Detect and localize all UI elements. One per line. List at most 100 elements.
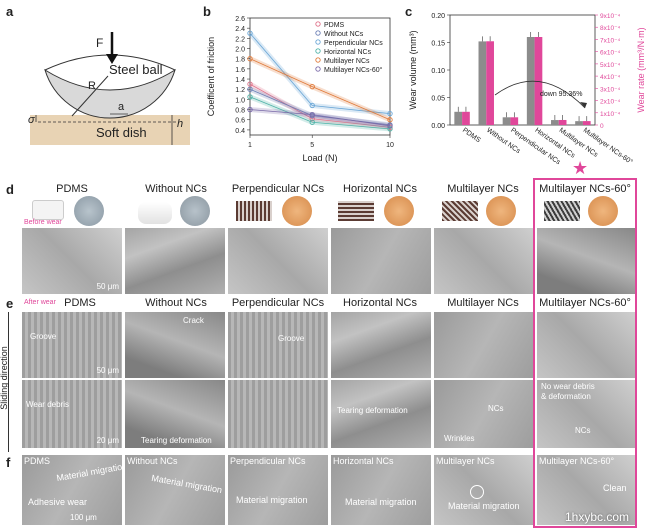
sem-e-top-pdms: Groove 50 μm: [22, 312, 122, 378]
annot-ncs: NCs: [488, 404, 504, 413]
x-tick-label: 1: [248, 142, 252, 149]
data-point: [247, 56, 253, 62]
sliding-direction-label: Sliding direction: [0, 346, 9, 410]
after-wear-label: After wear: [24, 299, 56, 306]
plot-frame: [449, 14, 596, 126]
data-point: [309, 84, 315, 90]
sliding-direction-arrow: [8, 312, 9, 452]
y-tick-label: 2.4: [235, 26, 245, 33]
e-header-perpendicular: Perpendicular NCs: [231, 297, 325, 309]
annot-material-migration: Material migration: [236, 495, 308, 505]
y-axis-label: Coefficent of friction: [206, 37, 216, 116]
col-header-multilayer: Multilayer NCs: [447, 183, 519, 195]
annot-adhesive-wear: Adhesive wear: [28, 497, 88, 507]
reduction-annotation: down 95.36%: [540, 91, 582, 98]
legend-label: Horizontal NCs: [324, 49, 372, 56]
legend-label: Multilayer NCs-60°: [324, 66, 383, 74]
e-header-multilayer60: Multilayer NCs-60°: [539, 297, 631, 309]
data-point: [387, 126, 393, 132]
sem-f-without: Without NCs Material migration: [125, 455, 225, 525]
sem-d-perpendicular: [228, 228, 328, 294]
panel-c-label: c: [405, 4, 413, 19]
y-tick-label: 1.8: [235, 57, 245, 64]
f-col-label: PDMS: [24, 456, 51, 466]
f-col-label: Multilayer NCs: [436, 456, 495, 466]
y-tick-label: 1.0: [235, 97, 245, 104]
annot-crack: Crack: [183, 316, 204, 325]
data-point: [387, 123, 393, 129]
steel-ball-label: Steel ball: [109, 62, 163, 77]
sem-f-horizontal: Horizontal NCs Material migration: [331, 455, 431, 525]
sem-e-top-perpendicular: Groove: [228, 312, 328, 378]
series-line-0: [249, 83, 391, 128]
y-tick-label: 1.4: [235, 77, 245, 84]
sample-photo-row: [22, 196, 640, 228]
pdms-sample-image: [32, 200, 64, 220]
pdms-disc-image: [74, 196, 104, 226]
sem-e-bottom-multilayer60: No wear debris & deformation NCs: [537, 380, 635, 448]
data-point: [387, 124, 393, 131]
y2-tick-label: 6x10⁻⁴: [600, 50, 621, 57]
reduction-arrow: [494, 80, 586, 109]
sem-d-multilayer: [434, 228, 534, 294]
legend-label: PDMS: [324, 22, 345, 29]
y2-tick-label: 9x10⁻⁴: [600, 13, 621, 20]
panel-a-label: a: [6, 4, 14, 19]
sem-e-top-multilayer60: [537, 312, 635, 378]
bar-wear-volume: [575, 121, 583, 125]
x-axis-label: Load (N): [302, 153, 337, 163]
y-tick-label: 2.2: [235, 36, 245, 43]
wear-bar-chart: 0.00 0.05 0.10 0.15 0.20 0 1x10⁻⁴ 2x10⁻⁴ 3x10⁻⁴ 4…: [408, 13, 646, 167]
legend-marker: [315, 21, 321, 27]
annot-groove: Groove: [30, 332, 57, 341]
legend-marker: [315, 30, 321, 36]
perpendicular-sample-image: [236, 201, 272, 221]
annot-ncs: NCs: [575, 426, 591, 435]
legend-label: Perpendicular NCs: [324, 40, 383, 47]
panel-d-label: d: [6, 182, 14, 197]
f-col-label: Perpendicular NCs: [230, 456, 306, 466]
highlight-frame: [533, 178, 637, 528]
y2-axis-label: Wear rate (mm³/N·m): [636, 27, 646, 112]
y2-tick-label: 1x10⁻⁴: [600, 111, 621, 118]
bar-wear-volume: [478, 41, 487, 125]
sem-d-without: [125, 228, 225, 294]
migration-circle: [470, 485, 484, 499]
e-header-pdms: PDMS: [64, 297, 96, 309]
perpendicular-disc-image: [282, 196, 312, 226]
bar-wear-rate: [510, 117, 519, 125]
soft-dish-label: Soft dish: [96, 125, 147, 140]
scale-bar-label: 50 μm: [96, 282, 119, 291]
e-header-multilayer: Multilayer NCs: [447, 297, 519, 309]
bar-wear-rate: [462, 111, 470, 125]
y-tick-label: 0.8: [235, 108, 245, 115]
data-point: [247, 94, 253, 100]
y-tick-label: 0.00: [431, 123, 445, 130]
without-sample-image: [138, 202, 172, 224]
y2-tick-label: 5x10⁻⁴: [600, 62, 621, 69]
y-tick-label: 0.10: [431, 68, 445, 75]
annot-groove: Groove: [278, 334, 305, 343]
legend-marker: [315, 39, 321, 45]
steel-ball-shape: [44, 68, 176, 119]
series-line-2: [249, 32, 391, 115]
bar-wear-volume: [551, 120, 559, 125]
data-point: [247, 30, 253, 36]
before-wear-label: Before wear: [24, 219, 62, 226]
sem-e-bottom-multilayer: NCs Wrinkles: [434, 380, 534, 448]
bar-wear-rate: [486, 41, 494, 125]
radius-label: R: [88, 80, 96, 92]
multilayer-sample-image: [442, 201, 478, 221]
y-tick-label: 0.4: [235, 128, 245, 135]
data-point: [247, 81, 253, 87]
data-point: [387, 117, 393, 123]
sem-f-pdms: PDMS Material migration Adhesive wear 10…: [22, 455, 122, 525]
y2-tick-label: 7x10⁻⁴: [600, 37, 621, 44]
horizontal-sample-image: [338, 201, 374, 221]
f-col-label: Horizontal NCs: [333, 456, 394, 466]
x-tick-label: 5: [310, 142, 314, 149]
horizontal-disc-image: [384, 196, 414, 226]
col-header-multilayer60: Multilayer NCs-60°: [539, 183, 631, 195]
force-label: F: [96, 36, 104, 50]
y2-tick-label: 0: [600, 123, 604, 130]
